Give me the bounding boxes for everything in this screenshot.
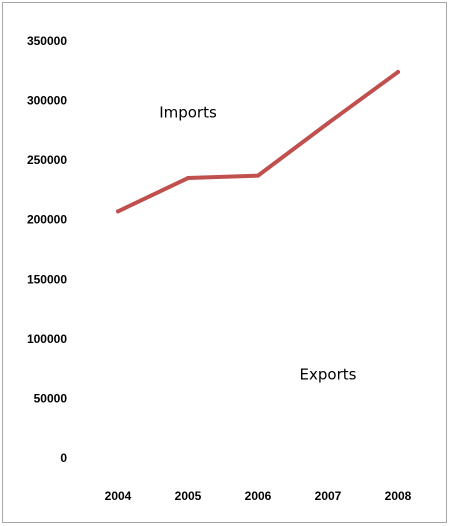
y-tick-label: 50000 xyxy=(34,391,68,405)
chart-frame: 0 50000 100000 150000 200000 250000 300000 3500… xyxy=(2,2,447,523)
x-tick-label: 2007 xyxy=(315,489,342,503)
x-tick-label: 2008 xyxy=(385,489,412,503)
y-tick-label: 300000 xyxy=(27,94,67,108)
data-point xyxy=(396,69,400,74)
y-tick-label: 350000 xyxy=(27,34,67,48)
series-group xyxy=(116,69,400,214)
x-axis-ticks: 2004 2005 2006 2007 2008 xyxy=(105,489,412,503)
line-chart: 0 50000 100000 150000 200000 250000 300000 3500… xyxy=(27,34,412,503)
y-tick-label: 200000 xyxy=(27,213,67,227)
annotation-label: Exports xyxy=(300,366,357,384)
annotation-label: Imports xyxy=(159,103,217,121)
data-point xyxy=(256,173,260,178)
series-line xyxy=(116,69,400,214)
data-point xyxy=(116,209,120,214)
x-tick-label: 2005 xyxy=(175,489,202,503)
data-point xyxy=(186,176,190,181)
y-tick-label: 0 xyxy=(60,451,67,465)
annotations: Imports Exports xyxy=(159,103,356,383)
y-axis-ticks: 0 50000 100000 150000 200000 250000 300000 3500… xyxy=(27,34,67,465)
y-tick-label: 250000 xyxy=(27,153,67,167)
x-tick-label: 2006 xyxy=(245,489,272,503)
x-tick-label: 2004 xyxy=(105,489,132,503)
y-tick-label: 150000 xyxy=(27,272,67,286)
data-point xyxy=(326,121,330,126)
y-tick-label: 100000 xyxy=(27,332,67,346)
